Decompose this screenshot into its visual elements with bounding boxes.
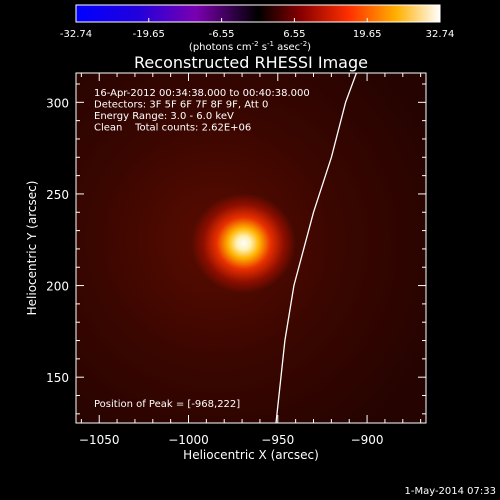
colorbar-tick-label: 32.74 xyxy=(426,29,455,40)
peak-position-label: Position of Peak = [-968,222] xyxy=(94,399,240,410)
annotation-energy-range: Energy Range: 3.0 - 6.0 keV xyxy=(94,111,234,122)
chart-title: Reconstructed RHESSI Image xyxy=(134,53,368,72)
y-tick-label: 200 xyxy=(46,280,69,294)
x-tick-label: −900 xyxy=(351,433,384,447)
footer-timestamp: 1-May-2014 07:33 xyxy=(404,486,496,497)
annotation-clean-counts: Clean Total counts: 2.62E+06 xyxy=(94,123,251,134)
y-axis-label: Heliocentric Y (arcsec) xyxy=(25,181,39,316)
colorbar-tick-label: -19.65 xyxy=(133,29,165,40)
x-tick-label: −1050 xyxy=(79,433,120,447)
y-tick-label: 250 xyxy=(46,188,69,202)
x-tick-label: −950 xyxy=(261,433,294,447)
colorbar-tick-label: 6.55 xyxy=(283,29,305,40)
plot-frame xyxy=(75,72,427,424)
colorbar-ticks: -32.74 -19.65 -6.55 6.55 19.65 32.74 xyxy=(60,18,454,40)
colorbar-unit-label: (photons cm-2 s-1 asec-2) xyxy=(189,40,311,53)
x-axis-label: Heliocentric X (arcsec) xyxy=(183,448,319,462)
colorbar-tick-label: -6.55 xyxy=(209,29,235,40)
solar-limb-line xyxy=(275,73,358,423)
y-tick-label: 150 xyxy=(46,371,69,385)
colorbar-tick-label: -32.74 xyxy=(60,29,92,40)
annotation-time-range: 16-Apr-2012 00:34:38.000 to 00:40:38.000 xyxy=(94,88,310,99)
colorbar-tick-label: 19.65 xyxy=(353,29,382,40)
colorbar xyxy=(75,4,441,23)
x-tick-label: −1000 xyxy=(168,433,209,447)
axis-ticks: −1050 −1000 −950 −900 150 200 250 300 xyxy=(46,73,426,447)
y-tick-label: 300 xyxy=(46,96,69,110)
xray-source xyxy=(191,193,296,294)
annotation-detectors: Detectors: 3F 5F 6F 7F 8F 9F, Att 0 xyxy=(94,100,268,111)
image-area xyxy=(76,73,426,423)
annotation-block: 16-Apr-2012 00:34:38.000 to 00:40:38.000… xyxy=(94,88,310,134)
